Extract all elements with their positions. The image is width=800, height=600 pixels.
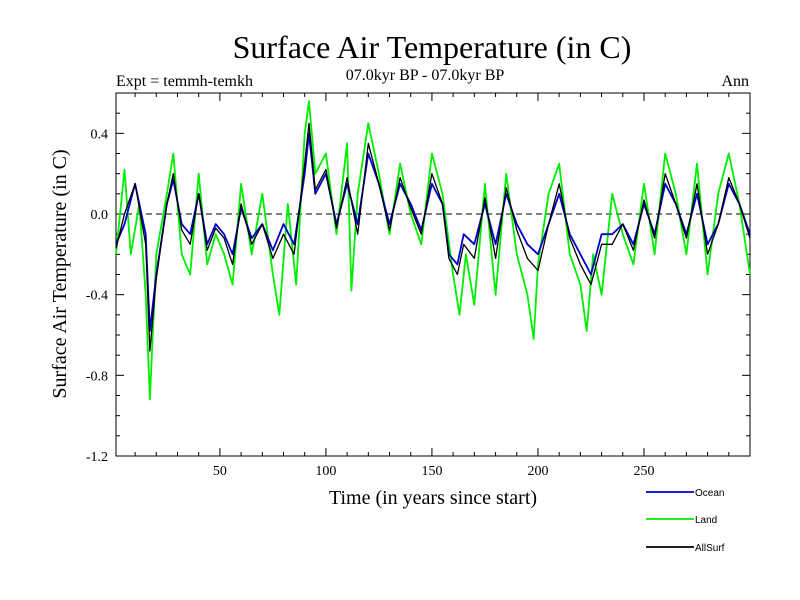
series-line-allsurf xyxy=(115,122,751,352)
legend-label-ocean: Ocean xyxy=(695,488,724,499)
y-tick-label: -1.2 xyxy=(86,450,108,465)
season-label: Ann xyxy=(721,73,749,90)
series-line-land xyxy=(115,100,751,401)
axis-ticks: 50 100 150 200 250 -1.2 -0.8 -0.4 0.0 0.4 xyxy=(86,92,750,479)
x-tick-label: 50 xyxy=(213,464,227,479)
plot-frame xyxy=(115,92,751,457)
x-tick-label: 100 xyxy=(315,464,336,479)
experiment-label: Expt = temmh-temkh xyxy=(116,73,253,90)
chart-subtitle: 07.0kyr BP - 07.0kyr BP xyxy=(346,67,505,84)
y-tick-label: -0.4 xyxy=(86,289,108,304)
y-tick-label: 0.0 xyxy=(91,208,109,223)
x-tick-label: 250 xyxy=(633,464,654,479)
x-tick-label: 150 xyxy=(421,464,442,479)
y-tick-label: 0.4 xyxy=(91,127,109,142)
x-axis-label: Time (in years since start) xyxy=(329,487,537,509)
chart-title: Surface Air Temperature (in C) xyxy=(233,29,632,65)
legend: Ocean Land AllSurf xyxy=(646,488,725,554)
y-tick-label: -0.8 xyxy=(86,369,108,384)
series-line-ocean xyxy=(115,132,751,332)
x-tick-label: 200 xyxy=(527,464,548,479)
y-axis-label: Surface Air Temperature (in C) xyxy=(49,149,71,398)
legend-label-allsurf: AllSurf xyxy=(695,543,725,554)
legend-label-land: Land xyxy=(695,515,717,526)
series-lines xyxy=(115,100,751,401)
